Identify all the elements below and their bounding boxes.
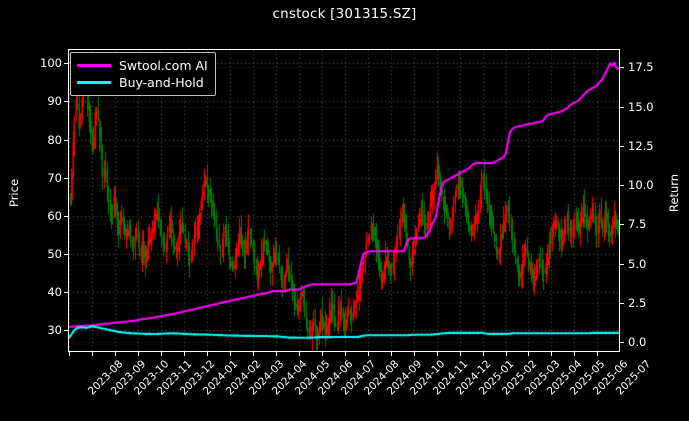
y-tick-left: 30 bbox=[47, 323, 62, 338]
legend-label-strategy: Swtool.com AI bbox=[119, 58, 208, 73]
y-axis-label-price-text: Price bbox=[7, 178, 21, 208]
x-tick-mark bbox=[413, 352, 415, 356]
y-tick-right: 10.0 bbox=[628, 178, 654, 193]
y-axis-label-return-text: Return bbox=[667, 173, 681, 213]
x-tick-mark bbox=[69, 352, 70, 356]
chart-title: cnstock [301315.SZ] bbox=[272, 6, 417, 22]
x-tick-mark bbox=[367, 352, 369, 356]
x-tick-mark bbox=[574, 352, 576, 356]
y-tick-left: 80 bbox=[47, 132, 62, 147]
x-tick-mark bbox=[390, 352, 392, 356]
y-tick-left: 60 bbox=[47, 208, 62, 223]
y-tick-mark-right bbox=[620, 185, 624, 187]
legend-label-buyhold: Buy-and-Hold bbox=[119, 75, 204, 90]
y-tick-right: 15.0 bbox=[628, 99, 654, 114]
x-tick-mark bbox=[551, 352, 553, 356]
y-tick-mark-right bbox=[620, 342, 624, 344]
y-tick-mark-right bbox=[620, 303, 624, 305]
y-tick-right: 0.0 bbox=[628, 335, 647, 350]
x-tick-mark bbox=[229, 352, 231, 356]
x-tick-mark bbox=[298, 352, 300, 356]
x-tick-mark bbox=[206, 352, 208, 356]
x-tick-mark bbox=[91, 352, 93, 356]
y-tick-left: 50 bbox=[47, 246, 62, 261]
legend-item-strategy: Swtool.com AI bbox=[77, 57, 208, 74]
x-tick-mark bbox=[459, 352, 461, 356]
y-axis-label-price: Price bbox=[4, 0, 22, 421]
x-tick-mark bbox=[344, 352, 346, 356]
x-tick-mark bbox=[137, 352, 139, 356]
y-tick-mark-left bbox=[64, 291, 68, 293]
plot-area bbox=[68, 49, 620, 352]
legend-item-buyhold: Buy-and-Hold bbox=[77, 74, 208, 91]
y-tick-mark-right bbox=[620, 263, 624, 265]
y-tick-left: 90 bbox=[47, 94, 62, 109]
y-tick-mark-right bbox=[620, 224, 624, 226]
y-tick-right: 7.5 bbox=[628, 217, 647, 232]
x-tick-mark bbox=[528, 352, 530, 356]
x-tick-mark bbox=[183, 352, 185, 356]
y-tick-left: 100 bbox=[40, 56, 62, 71]
y-tick-mark-right bbox=[620, 67, 624, 69]
x-tick-mark bbox=[597, 352, 599, 356]
y-tick-mark-left bbox=[64, 177, 68, 179]
y-tick-right: 17.5 bbox=[628, 60, 654, 75]
y-tick-mark-left bbox=[64, 63, 68, 65]
x-tick-mark bbox=[482, 352, 484, 356]
y-tick-right: 5.0 bbox=[628, 256, 647, 271]
x-tick-mark bbox=[160, 352, 162, 356]
legend-swatch-buyhold bbox=[77, 81, 111, 84]
x-tick-mark bbox=[505, 352, 507, 356]
x-tick-mark bbox=[275, 352, 277, 356]
data-canvas bbox=[69, 50, 619, 351]
x-tick-mark bbox=[436, 352, 438, 356]
y-tick-mark-left bbox=[64, 101, 68, 103]
y-tick-left: 70 bbox=[47, 170, 62, 185]
y-tick-right: 12.5 bbox=[628, 138, 654, 153]
y-tick-mark-left bbox=[64, 139, 68, 141]
chart-legend: Swtool.com AI Buy-and-Hold bbox=[70, 52, 216, 96]
y-tick-left: 40 bbox=[47, 284, 62, 299]
x-tick-mark bbox=[114, 352, 116, 356]
legend-swatch-strategy bbox=[77, 64, 111, 67]
x-tick-mark bbox=[252, 352, 254, 356]
y-tick-mark-right bbox=[620, 106, 624, 108]
y-tick-mark-left bbox=[64, 330, 68, 332]
x-tick-mark bbox=[321, 352, 323, 356]
y-tick-mark-right bbox=[620, 145, 624, 147]
y-tick-right: 2.5 bbox=[628, 296, 647, 311]
y-tick-mark-left bbox=[64, 215, 68, 217]
y-tick-mark-left bbox=[64, 253, 68, 255]
